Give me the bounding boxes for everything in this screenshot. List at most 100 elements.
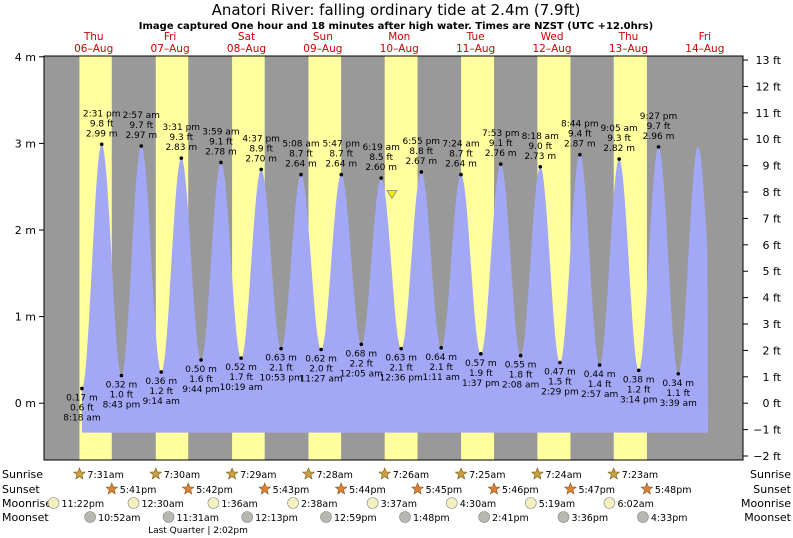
tide-label: 3:14 pm — [620, 395, 658, 405]
sunset-time: 5:46pm — [502, 485, 539, 496]
moonset-time: 1:48pm — [413, 513, 450, 524]
tide-point — [299, 172, 303, 177]
sunrise-time: 7:26am — [393, 470, 429, 481]
tide-curve — [81, 144, 708, 433]
sunset-time: 5:44pm — [349, 485, 386, 496]
tide-label: 9.1 ft — [209, 137, 233, 147]
moonrise-moon-icon — [47, 497, 60, 509]
tide-label: 0.44 m — [584, 370, 616, 380]
tide-point — [439, 345, 444, 350]
moonrise-time: 5:19am — [539, 499, 575, 510]
moonset-time: 11:31am — [177, 513, 219, 524]
tide-label: 7:53 pm — [482, 129, 520, 139]
day-name: Sat — [238, 31, 255, 43]
tide-label: 0.34 m — [662, 379, 694, 389]
current-tide-marker — [386, 189, 398, 200]
moonrise-time: 12:30am — [141, 499, 183, 510]
tide-label: 1.8 ft — [509, 371, 533, 381]
day-name: Thu — [618, 31, 639, 43]
y-tick-label-ft: 2 ft — [763, 344, 782, 357]
moonset-time: 3:36pm — [572, 513, 609, 524]
tide-label: 2.99 m — [86, 129, 118, 139]
sunset-time: 5:41pm — [120, 485, 157, 496]
tide-point — [419, 170, 424, 174]
sunrise-row-label-right: Sunrise — [750, 468, 791, 481]
day-date: 08–Aug — [227, 43, 266, 55]
tide-label: 12:05 am — [340, 369, 383, 379]
y-tick-label-m: 3 m — [15, 137, 36, 150]
moonrise-time: 11:22pm — [61, 499, 104, 510]
moonset-moon-icon — [84, 511, 96, 523]
tide-label: 3:59 am — [202, 127, 239, 137]
tide-point — [656, 145, 661, 149]
y-tick-label-ft: 9 ft — [763, 160, 782, 173]
tide-label: 6:19 am — [363, 143, 400, 153]
tide-label: 2:57 am — [581, 390, 618, 400]
sunrise-time: 7:28am — [316, 470, 352, 481]
y-tick-label-ft: 13 ft — [756, 54, 782, 67]
day-date: 12–Aug — [532, 43, 571, 55]
day-date: 06–Aug — [74, 43, 113, 55]
day-name: Sun — [313, 31, 333, 43]
y-tick-label-ft: −1 ft — [753, 424, 781, 437]
tide-point — [159, 370, 164, 374]
sunset-star-icon — [487, 482, 501, 495]
tide-label: 0.63 m — [385, 354, 417, 364]
moonset-time: 2:41pm — [492, 513, 529, 524]
moonset-time: 12:13pm — [255, 513, 298, 524]
moonrise-moon-icon — [127, 497, 140, 509]
tide-label: 2.0 ft — [309, 365, 333, 375]
tide-label: 2.60 m — [365, 163, 397, 173]
tide-label: 2.67 m — [405, 157, 437, 167]
tide-label: 3:31 pm — [163, 123, 201, 133]
tide-label: 10:53 pm — [259, 374, 302, 384]
tide-point — [339, 172, 344, 177]
tide-point — [459, 172, 463, 177]
sunrise-time: 7:30am — [164, 470, 200, 481]
tide-point — [179, 156, 184, 160]
tide-label: 7:24 am — [442, 140, 479, 150]
sunset-time: 5:48pm — [655, 485, 692, 496]
tide-label: 1.4 ft — [588, 380, 612, 390]
moonrise-time: 3:37am — [381, 499, 417, 510]
tide-label: 0.62 m — [305, 355, 337, 365]
day-name: Wed — [541, 31, 564, 43]
moonset-row-label-left: Moonset — [2, 511, 49, 524]
tide-label: 0.17 m — [66, 393, 98, 403]
moonrise-moon-icon — [445, 497, 458, 509]
tide-label: 9.7 ft — [129, 121, 153, 131]
sunrise-star-icon — [530, 467, 544, 480]
tide-label: 0.6 ft — [70, 403, 94, 413]
y-tick-label-ft: 12 ft — [756, 80, 782, 93]
tide-point — [518, 353, 523, 358]
y-tick-label-ft: 4 ft — [763, 292, 782, 305]
tide-label: 9:14 am — [143, 397, 180, 407]
tide-label: 9.7 ft — [647, 122, 671, 132]
tide-label: 1.5 ft — [548, 377, 572, 387]
tide-label: 8.8 ft — [409, 147, 433, 157]
tide-label: 2.64 m — [285, 160, 317, 170]
tide-label: 0.38 m — [623, 375, 655, 385]
tide-label: 1.6 ft — [189, 375, 213, 385]
moonset-time: 4:33pm — [651, 513, 688, 524]
y-axis-feet: 13 ft 12 ft 11 ft 10 ft 9 ft 8 ft 7 ft 6 ft 5 ft… — [743, 54, 782, 463]
tide-label: 0.64 m — [425, 353, 457, 363]
tide-label: 10:19 am — [220, 383, 263, 393]
tide-point — [676, 371, 681, 376]
tide-label: 9.8 ft — [90, 119, 114, 129]
tide-label: 6:55 pm — [403, 137, 441, 147]
tide-label: 2:29 pm — [541, 387, 579, 397]
moonrise-moon-icon — [207, 497, 220, 509]
tide-point — [319, 347, 323, 352]
tide-label: 8.9 ft — [249, 144, 273, 154]
tide-point — [636, 368, 641, 373]
tide-label: 2:57 am — [123, 111, 160, 121]
moonrise-moon-icon — [524, 497, 537, 509]
sunrise-star-icon — [149, 467, 163, 480]
sunrise-row-label-left: Sunrise — [2, 468, 43, 481]
moonset-moon-icon — [399, 511, 411, 523]
tide-label: 0.52 m — [225, 363, 257, 373]
tide-label: 9.1 ft — [489, 139, 513, 149]
tide-label: 2.87 m — [564, 140, 596, 150]
moonset-time: 10:52am — [98, 513, 140, 524]
